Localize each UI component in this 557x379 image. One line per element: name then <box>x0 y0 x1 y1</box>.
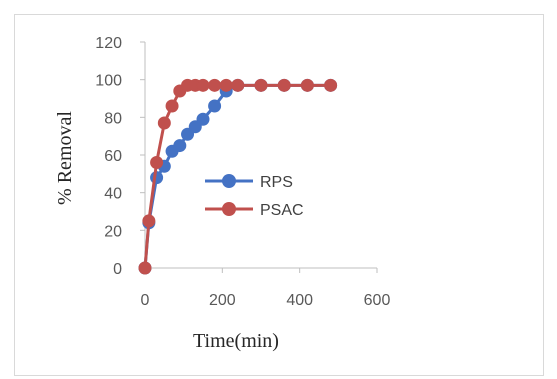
series-line-psac <box>143 83 331 269</box>
data-point-rps <box>181 127 195 141</box>
x-axis-title: Time(min) <box>193 330 279 352</box>
legend-label-rps: RPS <box>260 174 293 191</box>
data-point-psac <box>196 78 210 92</box>
data-point-psac <box>157 116 171 130</box>
data-point-psac <box>142 214 156 228</box>
x-tick-label: 0 <box>141 292 150 309</box>
data-point-psac <box>208 78 222 92</box>
data-point-psac <box>254 78 268 92</box>
y-tick-label: 60 <box>104 148 122 165</box>
data-point-psac <box>165 99 179 113</box>
data-point-psac <box>138 261 152 275</box>
data-point-psac <box>300 78 314 92</box>
data-point-rps <box>196 112 210 126</box>
y-tick-label: 40 <box>104 186 122 203</box>
x-tick-label: 600 <box>364 292 391 309</box>
y-tick-label: 20 <box>104 223 122 240</box>
x-tick-label: 200 <box>209 292 236 309</box>
x-tick-label: 400 <box>286 292 313 309</box>
y-tick-label: 100 <box>95 73 122 90</box>
chart-border <box>14 14 544 376</box>
legend-label-psac: PSAC <box>260 202 304 219</box>
y-tick-label: 0 <box>113 261 122 278</box>
series-line-rps <box>143 83 331 269</box>
y-tick-label: 120 <box>95 35 122 52</box>
legend-marker-rps <box>222 174 236 188</box>
data-point-psac <box>150 156 164 170</box>
data-point-psac <box>231 78 245 92</box>
y-tick-label: 80 <box>104 110 122 127</box>
y-axis-title: % Removal <box>54 111 76 205</box>
data-point-rps <box>208 99 222 113</box>
data-point-psac <box>277 78 291 92</box>
data-point-psac <box>219 78 233 92</box>
data-point-rps <box>173 139 187 153</box>
data-point-psac <box>324 78 338 92</box>
legend-marker-psac <box>222 202 236 216</box>
data-point-rps <box>188 120 202 134</box>
